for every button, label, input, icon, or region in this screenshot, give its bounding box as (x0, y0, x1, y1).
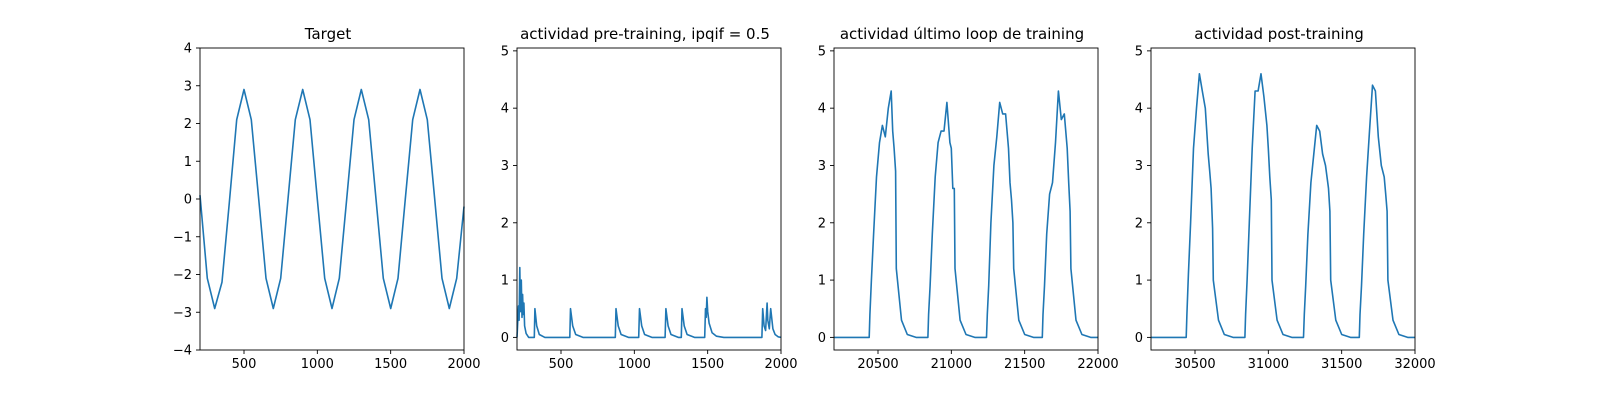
y-tick-label: 1 (1135, 274, 1143, 289)
y-tick-label: 2 (1135, 216, 1143, 231)
x-tick-label: 22000 (1077, 357, 1118, 372)
x-tick-label: 31500 (1321, 357, 1362, 372)
y-tick-label: 4 (184, 42, 192, 57)
y-tick-label: 1 (818, 274, 826, 289)
y-tick-label: −2 (173, 268, 192, 283)
y-tick-label: 3 (501, 159, 509, 174)
series-line (1151, 73, 1415, 339)
y-tick-label: 0 (184, 193, 192, 208)
y-tick-label: 5 (818, 44, 826, 59)
subplot-4-title: actividad post-training (1194, 25, 1363, 43)
series-line (516, 266, 782, 339)
y-tick-label: 3 (818, 159, 826, 174)
subplot-4-plot: 30500 31000 31500 32000 0 1 2 3 4 5 (1135, 44, 1436, 372)
subplot-2: actividad pre-training, ipqif = 0.5 500 1… (501, 25, 798, 372)
subplot-3-title: actividad último loop de training (840, 25, 1084, 43)
subplot-2-plot: 500 1000 1500 2000 0 1 2 3 4 5 (501, 44, 798, 372)
x-tick-label: 500 (232, 357, 257, 372)
y-tick-label: −4 (173, 344, 192, 359)
subplot-2-title: actividad pre-training, ipqif = 0.5 (520, 25, 770, 43)
x-tick-label: 500 (549, 357, 574, 372)
y-tick-label: 3 (1135, 159, 1143, 174)
y-tick-label: 2 (818, 216, 826, 231)
x-tick-label: 1500 (691, 357, 724, 372)
subplot-3: actividad último loop de training 20500 2… (818, 25, 1119, 372)
y-tick-label: 2 (184, 117, 192, 132)
y-tick-label: 2 (501, 216, 509, 231)
x-tick-label: 21000 (931, 357, 972, 372)
x-tick-label: 31000 (1248, 357, 1289, 372)
x-tick-label: 20500 (857, 357, 898, 372)
y-tick-label: 4 (818, 102, 826, 117)
y-tick-label: −3 (173, 306, 192, 321)
y-tick-label: −1 (173, 230, 192, 245)
y-tick-label: 0 (501, 331, 509, 346)
y-tick-label: 1 (501, 274, 509, 289)
subplot-1: Target 500 1000 1500 2000 −4 −3 −2 −1 0 1 2 3 4 (173, 25, 481, 372)
axes-frame (516, 47, 782, 351)
y-tick-label: 1 (184, 155, 192, 170)
x-tick-label: 32000 (1394, 357, 1435, 372)
axes-frame (833, 47, 1099, 351)
x-tick-label: 1000 (618, 357, 651, 372)
subplot-3-plot: 20500 21000 21500 22000 0 1 2 3 4 5 (818, 44, 1119, 372)
axes-frame (1150, 47, 1416, 351)
series-line (834, 90, 1098, 339)
series-line (199, 88, 465, 310)
x-tick-label: 21500 (1004, 357, 1045, 372)
y-tick-label: 4 (501, 102, 509, 117)
y-tick-label: 0 (1135, 331, 1143, 346)
x-tick-label: 1000 (301, 357, 334, 372)
y-tick-label: 5 (501, 44, 509, 59)
subplot-1-title: Target (304, 25, 352, 43)
x-tick-label: 2000 (447, 357, 480, 372)
y-tick-label: 0 (818, 331, 826, 346)
x-tick-label: 30500 (1174, 357, 1215, 372)
x-tick-label: 1500 (374, 357, 407, 372)
y-tick-label: 3 (184, 79, 192, 94)
subplot-4: actividad post-training 30500 31000 31500 3… (1135, 25, 1436, 372)
y-tick-label: 5 (1135, 44, 1143, 59)
y-tick-label: 4 (1135, 102, 1143, 117)
subplot-1-plot: 500 1000 1500 2000 −4 −3 −2 −1 0 1 2 3 4 (173, 42, 481, 373)
x-tick-label: 2000 (764, 357, 797, 372)
